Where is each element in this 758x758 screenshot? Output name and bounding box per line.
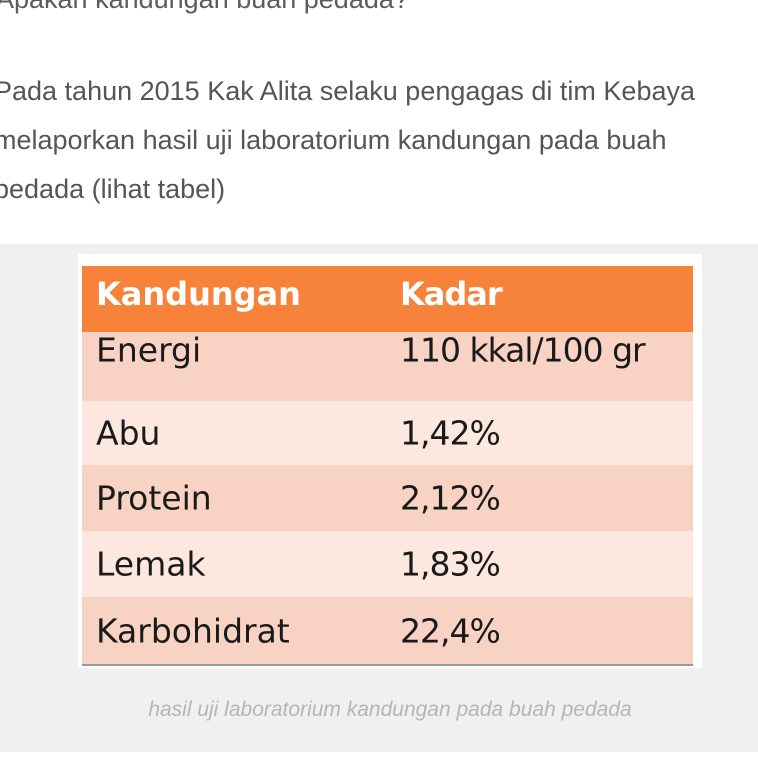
row-value: 1,83% xyxy=(400,544,501,584)
row-label: Energi xyxy=(96,330,202,370)
row-label: Protein xyxy=(96,478,212,518)
paragraph-line-1: Pada tahun 2015 Kak Alita selaku pengaga… xyxy=(0,76,695,106)
header-kadar: Kadar xyxy=(400,275,503,313)
row-value: 1,42% xyxy=(400,413,501,453)
header-kandungan: Kandungan xyxy=(96,275,301,313)
table-row: Protein 2,12% xyxy=(82,465,693,531)
nutrition-table-image: Kandungan Kadar Energi 110 kkal/100 gr A… xyxy=(78,254,702,668)
row-value: 2,12% xyxy=(400,478,501,518)
figure: Kandungan Kadar Energi 110 kkal/100 gr A… xyxy=(0,244,758,752)
row-label: Abu xyxy=(96,413,161,453)
row-value: 22,4% xyxy=(400,611,501,650)
row-label: Lemak xyxy=(96,544,206,584)
row-value: 110 kkal/100 gr xyxy=(400,330,646,370)
table-row: Energi 110 kkal/100 gr xyxy=(82,330,693,401)
figure-caption: hasil uji laboratorium kandungan pada bu… xyxy=(148,698,632,721)
article-paragraph: Pada tahun 2015 Kak Alita selaku pengaga… xyxy=(0,67,754,214)
table-row: Karbohidrat 22,4% xyxy=(82,597,693,664)
nutrition-table: Kandungan Kadar Energi 110 kkal/100 gr A… xyxy=(82,266,693,666)
table-header-row: Kandungan Kadar xyxy=(82,266,693,332)
article-heading: Apakah kandungan buah pedada? xyxy=(0,0,409,15)
paragraph-line-2: melaporkan hasil uji laboratorium kandun… xyxy=(0,125,667,155)
table-row: Abu 1,42% xyxy=(82,401,693,465)
paragraph-line-3: pedada (lihat tabel) xyxy=(0,174,226,204)
table-row: Lemak 1,83% xyxy=(82,531,693,597)
row-label: Karbohidrat xyxy=(96,611,290,650)
